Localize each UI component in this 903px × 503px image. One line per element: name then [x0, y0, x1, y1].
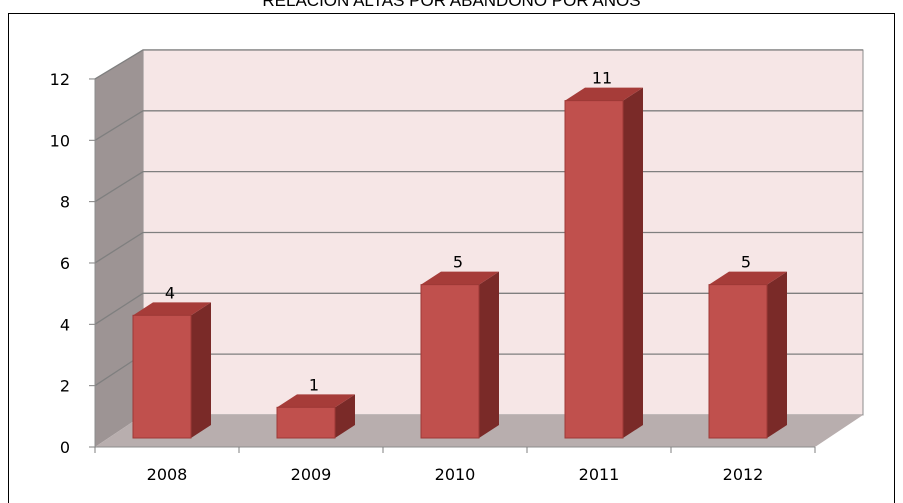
bar-top: [277, 394, 355, 408]
y-tick-label: 12: [50, 70, 70, 89]
chart-frame: [8, 13, 895, 503]
data-label: 5: [453, 253, 463, 272]
data-label: 5: [741, 253, 751, 272]
y-tick-label: 6: [60, 254, 70, 273]
chart-title: RELACION ALTAS POR ABANDONO POR AÑOS: [262, 0, 641, 10]
data-label: 4: [165, 283, 175, 302]
gridline: [94, 49, 863, 80]
chart-title-wrap: RELACION ALTAS POR ABANDONO POR AÑOS: [0, 0, 903, 13]
bar-side: [335, 394, 355, 438]
bar-top: [133, 302, 211, 316]
data-label: 11: [592, 69, 612, 88]
y-tick-label: 10: [50, 131, 70, 150]
bar-side: [767, 271, 787, 438]
bar: [420, 284, 480, 439]
y-tick-label: 0: [60, 438, 70, 457]
x-tick-label: 2008: [147, 465, 188, 484]
bar-top: [709, 271, 787, 285]
x-tick-label: 2010: [435, 465, 476, 484]
y-tick-label: 2: [60, 377, 70, 396]
data-label: 1: [309, 375, 319, 394]
bar: [276, 406, 336, 439]
bar: [564, 100, 624, 439]
bar-top: [565, 87, 643, 101]
bar-top: [421, 271, 499, 285]
y-tick-label: 8: [60, 193, 70, 212]
bar-side: [191, 302, 211, 438]
x-tick-label: 2009: [291, 465, 332, 484]
bar-side: [623, 87, 643, 438]
x-tick-label: 2012: [723, 465, 764, 484]
x-tick-label: 2011: [579, 465, 620, 484]
bar: [132, 314, 192, 439]
y-tick-label: 4: [60, 315, 70, 334]
bar-side: [479, 271, 499, 438]
bar: [708, 284, 768, 439]
